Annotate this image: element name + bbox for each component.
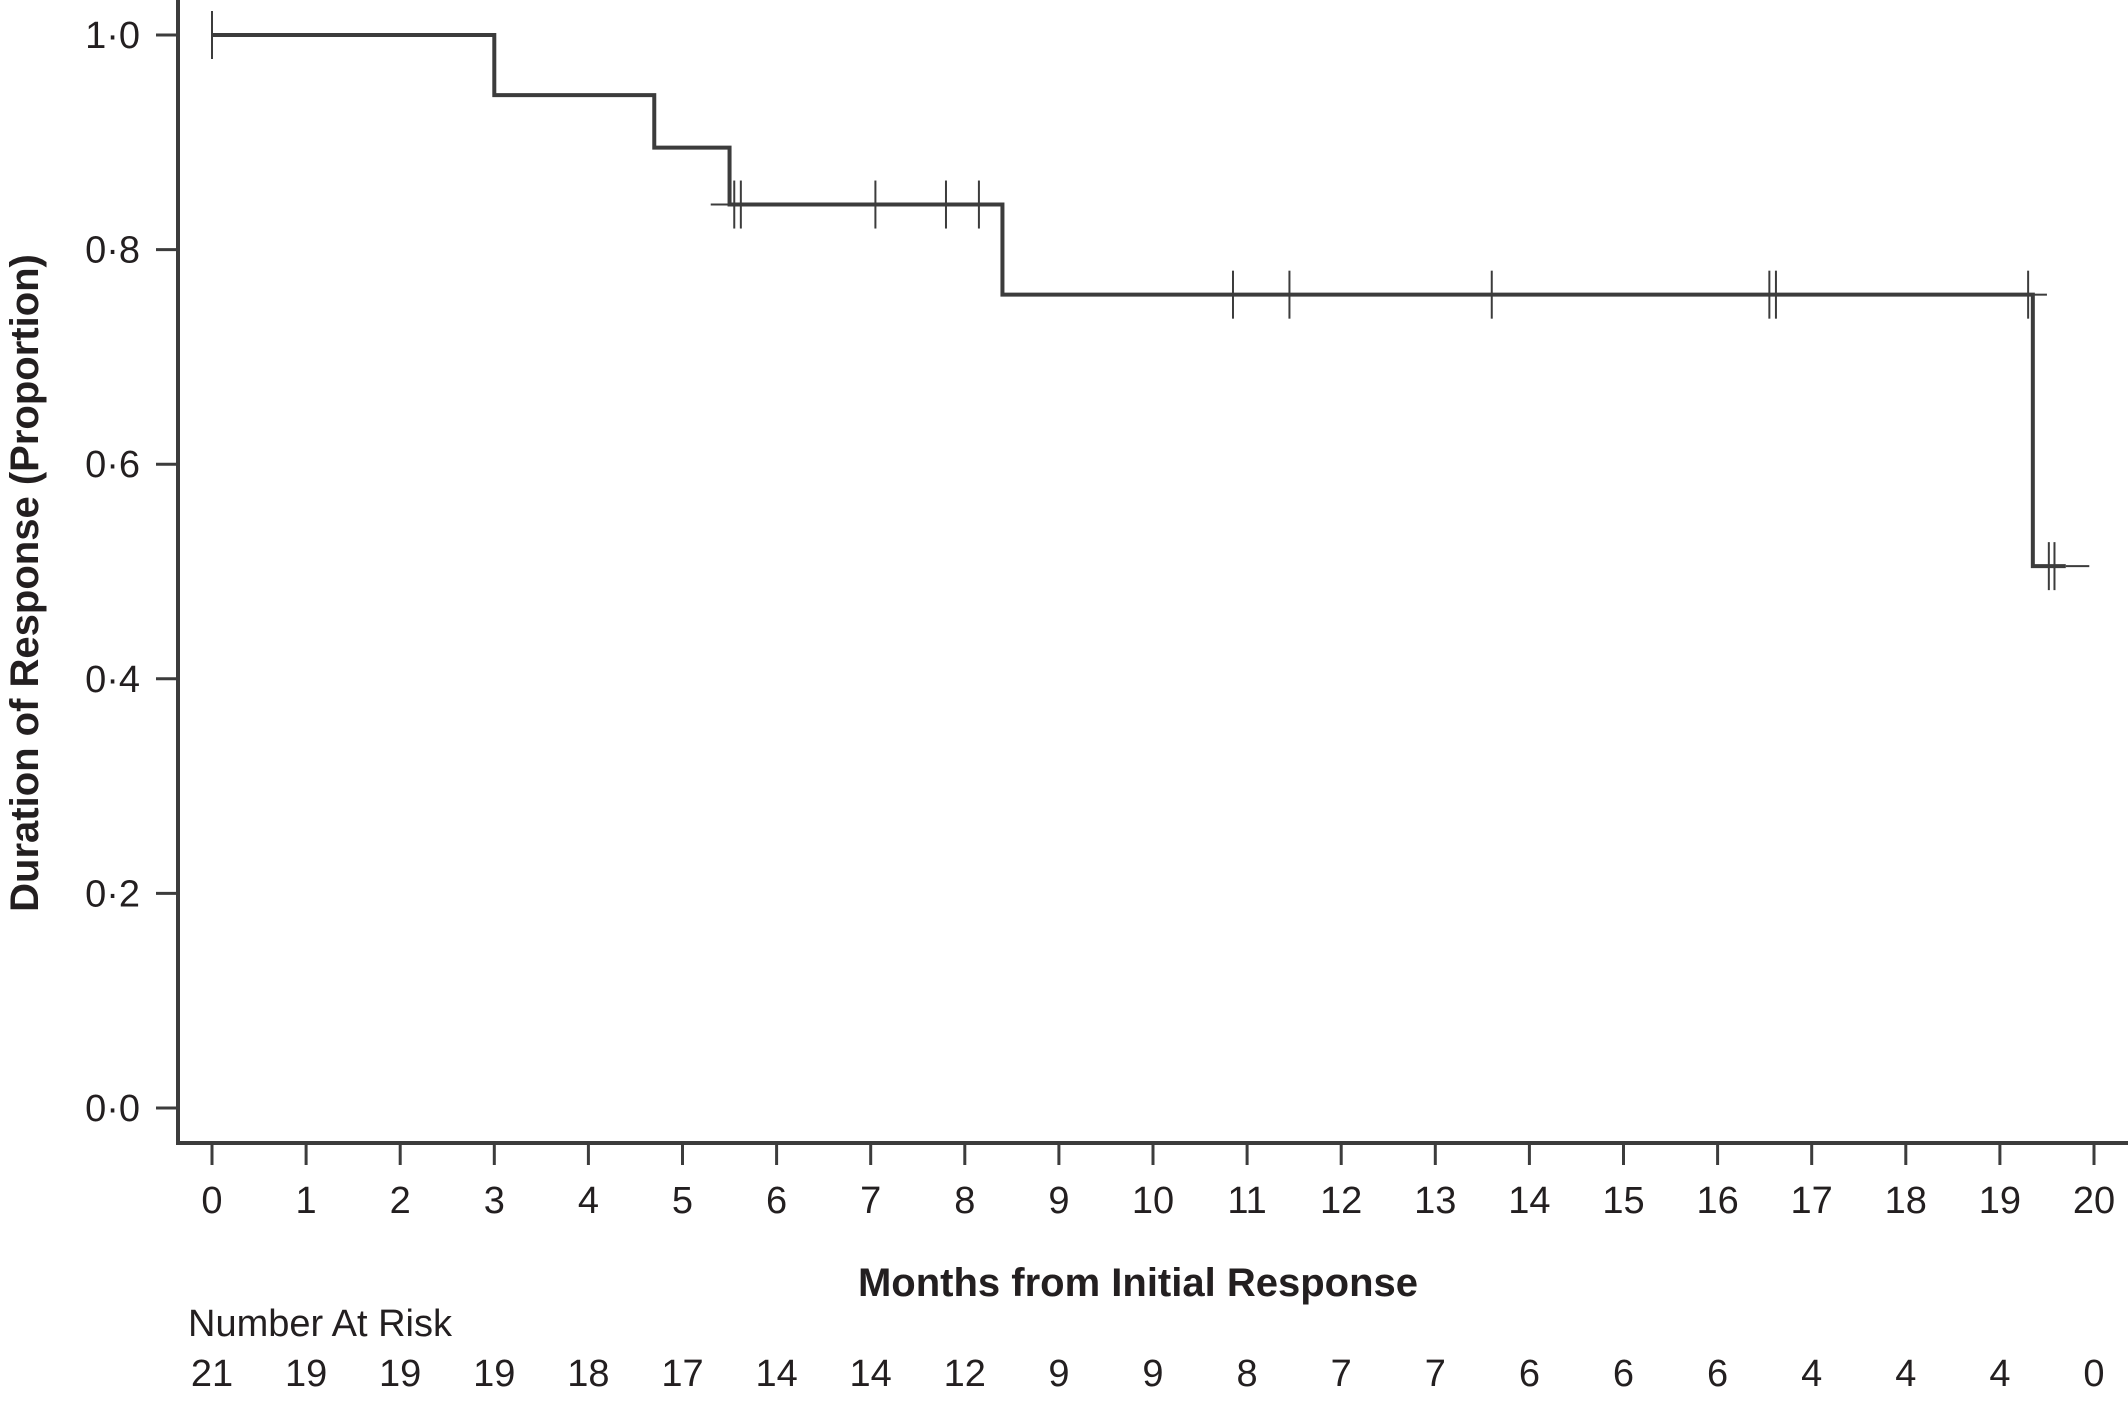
x-tick-label: 20	[2073, 1180, 2115, 1222]
number-at-risk-value: 4	[1989, 1353, 2010, 1395]
number-at-risk-value: 19	[473, 1353, 515, 1395]
y-tick-label: 1·0	[85, 15, 140, 57]
number-at-risk-value: 9	[1142, 1353, 1163, 1395]
y-tick-label: 0·4	[85, 659, 140, 701]
x-tick-label: 17	[1791, 1180, 1833, 1222]
x-tick-label: 7	[860, 1180, 881, 1222]
x-tick-label: 8	[954, 1180, 975, 1222]
number-at-risk-row: 21 19 19 19 18 17 14 14 12 9 9 8 7 7 6 6 6 4 4 4 0	[191, 1353, 2105, 1395]
y-axis-ticks: 0·0 0·2 0·4 0·6 0·8 1·0	[85, 15, 178, 1130]
number-at-risk-value: 8	[1237, 1353, 1258, 1395]
number-at-risk-value: 9	[1048, 1353, 1069, 1395]
number-at-risk-value: 7	[1331, 1353, 1352, 1395]
number-at-risk-value: 6	[1613, 1353, 1634, 1395]
x-tick-label: 13	[1414, 1180, 1456, 1222]
x-tick-label: 10	[1132, 1180, 1174, 1222]
number-at-risk-value: 0	[2083, 1353, 2104, 1395]
x-tick-label: 19	[1979, 1180, 2021, 1222]
survival-step-line	[212, 33, 2066, 569]
number-at-risk-value: 6	[1519, 1353, 1540, 1395]
number-at-risk-value: 7	[1425, 1353, 1446, 1395]
x-tick-label: 9	[1048, 1180, 1069, 1222]
x-tick-label: 0	[201, 1180, 222, 1222]
x-tick-label: 6	[766, 1180, 787, 1222]
number-at-risk-value: 21	[191, 1353, 233, 1395]
x-tick-label: 12	[1320, 1180, 1362, 1222]
number-at-risk-value: 18	[567, 1353, 609, 1395]
x-tick-label: 14	[1508, 1180, 1550, 1222]
x-tick-label: 2	[390, 1180, 411, 1222]
x-tick-label: 11	[1227, 1180, 1266, 1222]
x-tick-label: 5	[672, 1180, 693, 1222]
y-tick-label: 0·6	[85, 444, 140, 486]
axes	[176, 0, 2128, 1145]
y-axis-title: Duration of Response (Proportion)	[3, 254, 47, 912]
y-tick-label: 0·0	[85, 1088, 140, 1130]
number-at-risk-value: 14	[850, 1353, 892, 1395]
x-tick-label: 15	[1602, 1180, 1644, 1222]
number-at-risk-value: 19	[285, 1353, 327, 1395]
number-at-risk-value: 14	[755, 1353, 797, 1395]
number-at-risk-value: 4	[1895, 1353, 1916, 1395]
number-at-risk-title: Number At Risk	[188, 1303, 453, 1345]
y-tick-label: 0·2	[85, 873, 140, 915]
number-at-risk-value: 17	[661, 1353, 703, 1395]
x-axis-ticks: 0 1 2 3 4 5 6 7 8 9 10 11 12 13 14 15 16 17 18 19 20	[201, 1143, 2115, 1222]
number-at-risk-value: 12	[944, 1353, 986, 1395]
number-at-risk-value: 19	[379, 1353, 421, 1395]
y-tick-label: 0·8	[85, 230, 140, 272]
x-tick-label: 3	[484, 1180, 505, 1222]
x-tick-label: 1	[296, 1180, 317, 1222]
x-tick-label: 18	[1885, 1180, 1927, 1222]
survival-series	[212, 33, 2066, 569]
censor-marks	[211, 11, 2090, 591]
x-axis-title: Months from Initial Response	[858, 1261, 1418, 1305]
number-at-risk-value: 6	[1707, 1353, 1728, 1395]
number-at-risk-value: 4	[1801, 1353, 1822, 1395]
x-tick-label: 4	[578, 1180, 599, 1222]
x-tick-label: 16	[1696, 1180, 1738, 1222]
